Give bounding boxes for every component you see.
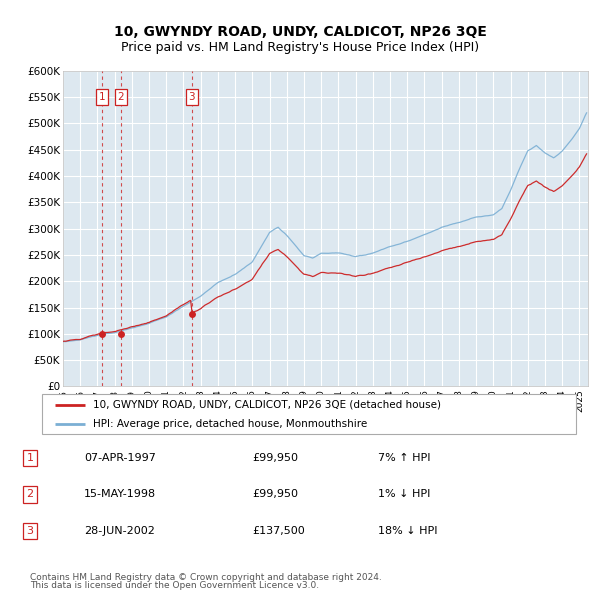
Text: 18% ↓ HPI: 18% ↓ HPI (378, 526, 437, 536)
Text: 2: 2 (118, 92, 124, 102)
Text: 3: 3 (188, 92, 195, 102)
Text: £137,500: £137,500 (252, 526, 305, 536)
Text: 7% ↑ HPI: 7% ↑ HPI (378, 453, 431, 463)
Text: £99,950: £99,950 (252, 453, 298, 463)
Text: 1: 1 (99, 92, 106, 102)
Text: 2: 2 (26, 490, 34, 499)
Text: Contains HM Land Registry data © Crown copyright and database right 2024.: Contains HM Land Registry data © Crown c… (30, 572, 382, 582)
Text: 15-MAY-1998: 15-MAY-1998 (84, 490, 156, 499)
Text: Price paid vs. HM Land Registry's House Price Index (HPI): Price paid vs. HM Land Registry's House … (121, 41, 479, 54)
Text: 3: 3 (26, 526, 34, 536)
Text: 07-APR-1997: 07-APR-1997 (84, 453, 156, 463)
Text: 10, GWYNDY ROAD, UNDY, CALDICOT, NP26 3QE (detached house): 10, GWYNDY ROAD, UNDY, CALDICOT, NP26 3Q… (93, 400, 441, 410)
Text: 1: 1 (26, 453, 34, 463)
Text: 1% ↓ HPI: 1% ↓ HPI (378, 490, 430, 499)
FancyBboxPatch shape (42, 394, 576, 434)
Text: HPI: Average price, detached house, Monmouthshire: HPI: Average price, detached house, Monm… (93, 419, 367, 428)
Text: 28-JUN-2002: 28-JUN-2002 (84, 526, 155, 536)
Text: 10, GWYNDY ROAD, UNDY, CALDICOT, NP26 3QE: 10, GWYNDY ROAD, UNDY, CALDICOT, NP26 3Q… (113, 25, 487, 40)
Text: This data is licensed under the Open Government Licence v3.0.: This data is licensed under the Open Gov… (30, 581, 319, 590)
Text: £99,950: £99,950 (252, 490, 298, 499)
